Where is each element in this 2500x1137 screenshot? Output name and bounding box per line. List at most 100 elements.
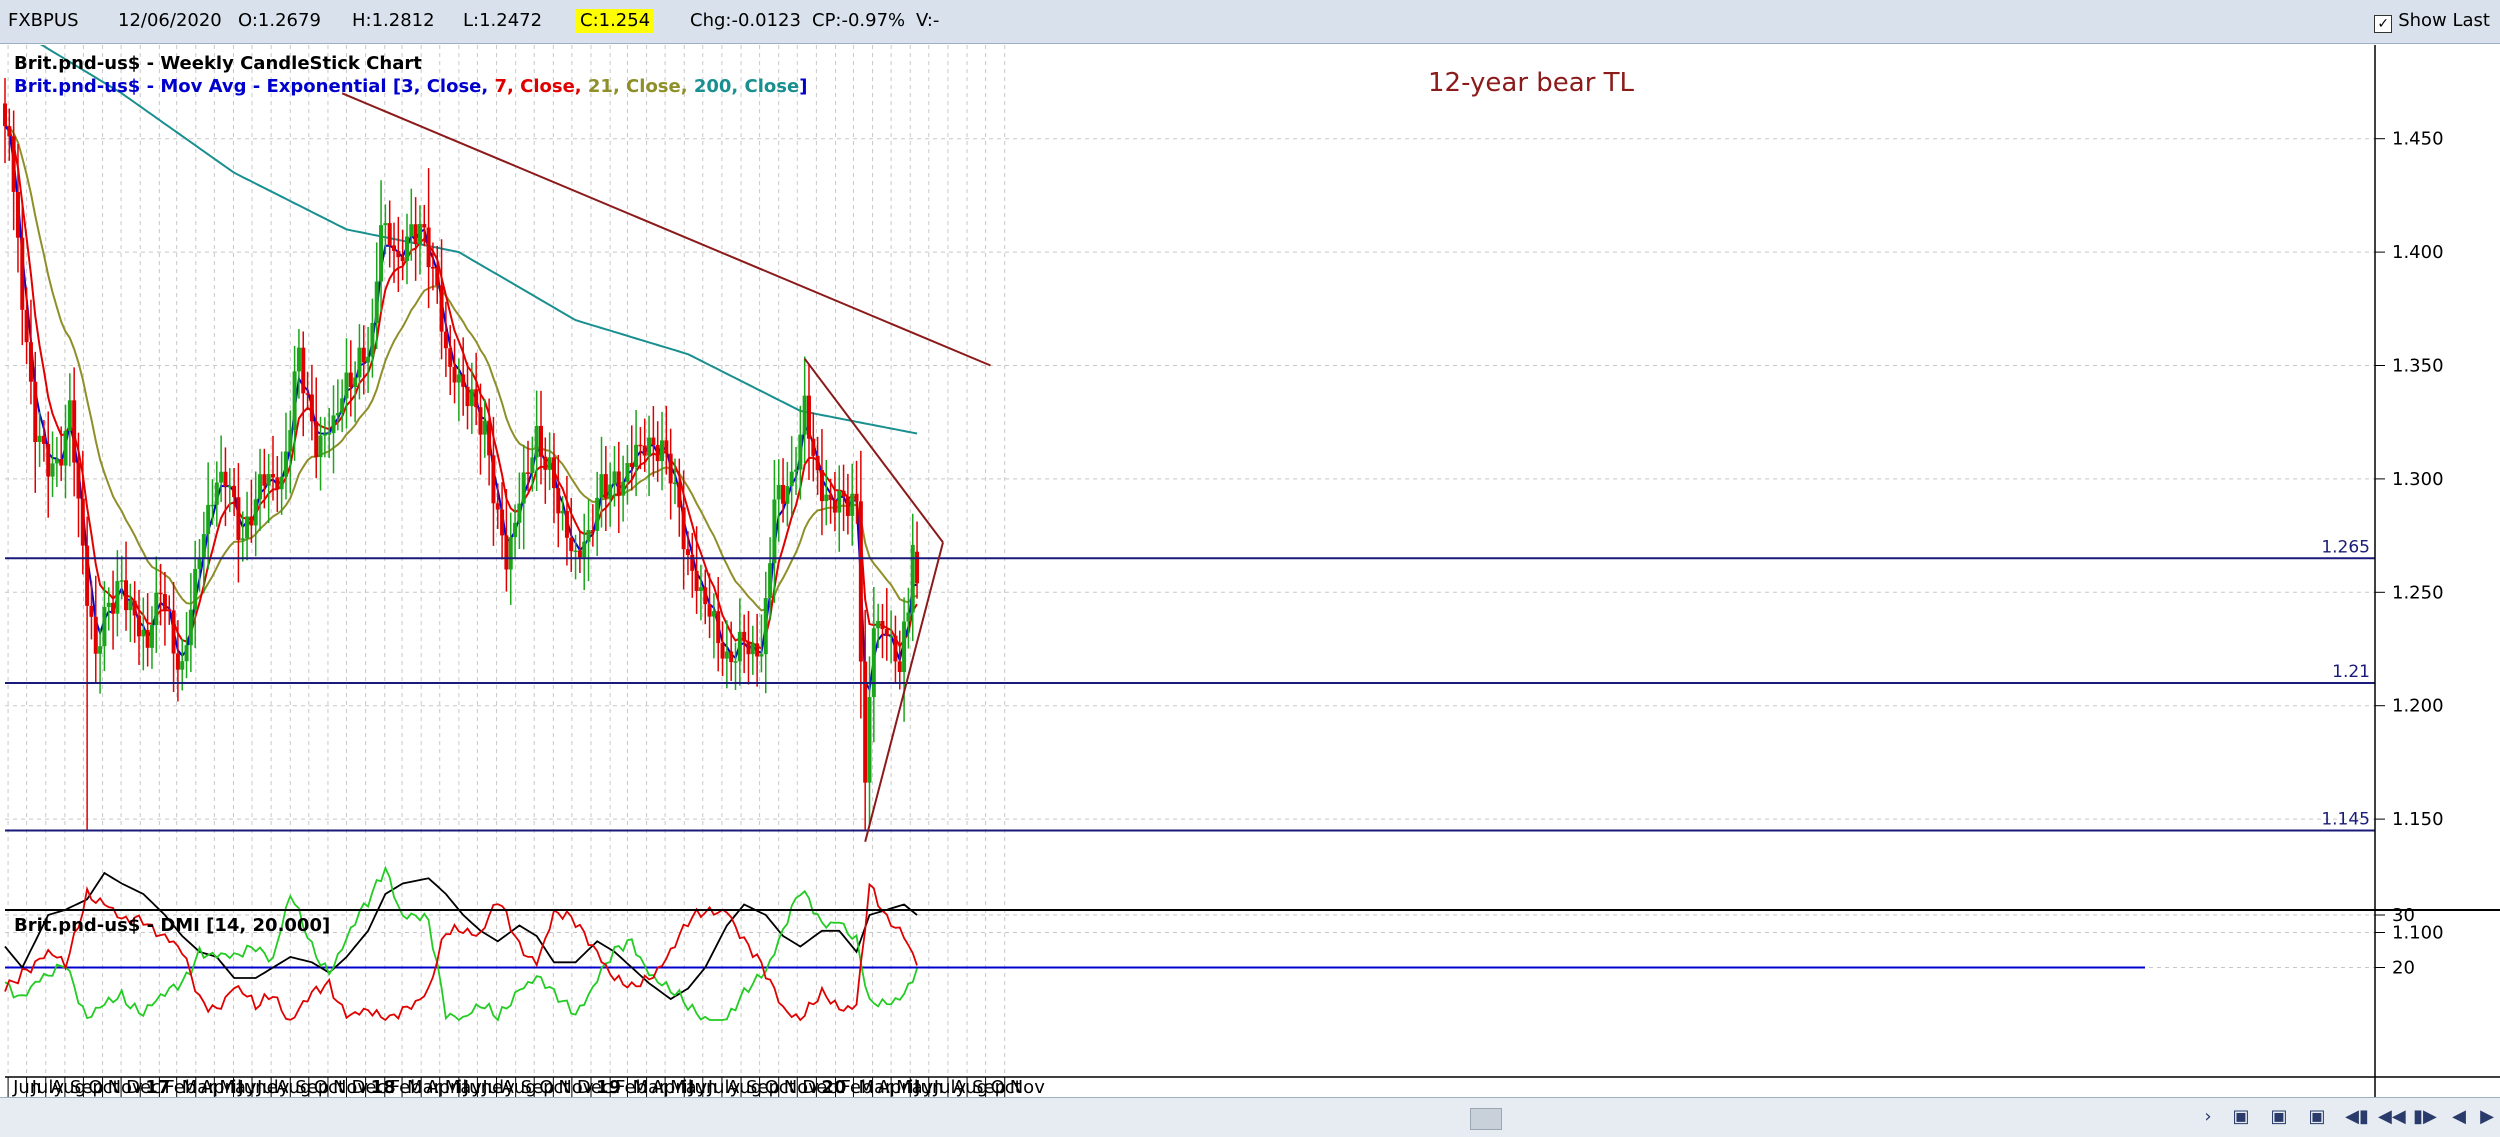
scroll-page-back-icon[interactable]: ◀◀ xyxy=(2378,1106,2406,1127)
candle xyxy=(124,541,129,631)
scroll-first-icon[interactable]: ◀▮ xyxy=(2345,1106,2369,1127)
x-tick-label: Dec xyxy=(351,1077,386,1097)
candle xyxy=(430,242,435,291)
candle-body xyxy=(664,440,669,454)
show-last-checkbox[interactable]: ✓ xyxy=(2374,15,2393,33)
candle-body xyxy=(469,389,474,407)
candle xyxy=(288,410,293,494)
candle-body xyxy=(452,366,457,383)
scroll-right-icon[interactable]: › xyxy=(2204,1106,2212,1127)
candle-body xyxy=(491,455,496,504)
candle xyxy=(495,483,500,529)
candle xyxy=(577,530,582,573)
candle-body xyxy=(7,126,12,137)
candle xyxy=(180,638,185,691)
candle-body xyxy=(590,530,595,532)
x-tick-label: 17 xyxy=(145,1077,170,1097)
show-last-toggle[interactable]: ✓ Show Last xyxy=(2374,9,2490,33)
candle xyxy=(461,337,466,416)
x-tick-label: Oct xyxy=(765,1077,796,1097)
candle xyxy=(266,453,271,524)
candle-body xyxy=(379,225,384,282)
candle-body xyxy=(513,522,518,538)
scroll-forward-icon[interactable]: ▶ xyxy=(2480,1106,2494,1127)
candle-body xyxy=(573,550,578,553)
candle xyxy=(573,534,578,580)
candle-body xyxy=(897,661,902,673)
candle xyxy=(681,470,686,590)
candle-body xyxy=(158,592,163,595)
candle xyxy=(374,242,379,349)
candle-body xyxy=(184,645,189,662)
candle xyxy=(279,451,284,515)
zoom-in-icon[interactable]: ▣ xyxy=(2232,1106,2250,1127)
candle-body xyxy=(80,498,85,546)
candle-body xyxy=(711,611,716,617)
candle xyxy=(353,361,358,423)
candle-body xyxy=(72,400,77,463)
x-tick-label: July xyxy=(31,1077,65,1097)
candle-body xyxy=(746,641,751,655)
x-tick-label: Oct xyxy=(314,1077,345,1097)
candle-body xyxy=(504,535,509,570)
candle xyxy=(340,379,345,433)
y-tick-label: 1.400 xyxy=(2392,242,2444,263)
candle-body xyxy=(660,440,665,462)
candle-body xyxy=(426,227,431,268)
candle xyxy=(551,433,556,524)
scrollbar-thumb[interactable] xyxy=(1470,1108,1502,1130)
scroll-back-icon[interactable]: ◀ xyxy=(2452,1106,2466,1127)
dmi-y-tick-label: 30 xyxy=(2392,905,2415,926)
candle-body xyxy=(781,484,786,504)
candle-body xyxy=(789,471,794,487)
candle-body xyxy=(694,570,699,592)
zoom-out-icon[interactable]: ▣ xyxy=(2270,1106,2288,1127)
candle-body xyxy=(206,504,211,535)
close-value: C:1.254 xyxy=(576,9,655,33)
candle-body xyxy=(759,654,764,657)
candle xyxy=(301,331,306,437)
candle xyxy=(331,385,336,474)
x-tick-label: 18 xyxy=(371,1077,396,1097)
candle-body xyxy=(296,347,301,372)
candle xyxy=(72,367,77,497)
candle xyxy=(491,416,496,546)
scrollbar-area[interactable]: › ▣ ▣ ▣ ◀▮ ◀◀ ▮▶ ◀ ▶ xyxy=(0,1097,2500,1137)
candle-body xyxy=(858,501,863,662)
candle xyxy=(24,287,29,365)
x-tick-label: Feb xyxy=(164,1077,196,1097)
candle-body xyxy=(435,267,440,286)
candle xyxy=(283,412,288,500)
candle-body xyxy=(167,609,172,611)
x-tick-label: Sep xyxy=(746,1077,780,1097)
candle-body xyxy=(828,494,833,500)
x-tick-label: Mar xyxy=(182,1077,217,1097)
candle xyxy=(171,581,176,692)
ma-legend-suffix: ] xyxy=(799,76,807,97)
candle-body xyxy=(11,136,16,192)
candle xyxy=(474,352,479,426)
candle-body xyxy=(430,267,435,269)
high-value: H:1.2812 xyxy=(352,10,435,31)
candle-body xyxy=(724,651,729,659)
ma-legend: Brit.pnd-us$ - Mov Avg - Exponential [3,… xyxy=(14,76,807,97)
chart-area[interactable]: 1.265 1.21 1.145 1.100 1.150 1.200 1.250 1.300… xyxy=(0,45,2500,1097)
candle xyxy=(387,200,392,268)
candle xyxy=(910,513,915,641)
candle-body xyxy=(815,455,820,471)
candle-body xyxy=(819,470,824,502)
candle-body xyxy=(119,580,124,582)
candle xyxy=(513,504,518,559)
x-tick-label: Aug xyxy=(727,1077,762,1097)
zoom-fit-icon[interactable]: ▣ xyxy=(2308,1106,2326,1127)
candle xyxy=(128,583,133,642)
candle-body xyxy=(145,629,150,648)
scroll-last-icon[interactable]: ▮▶ xyxy=(2413,1106,2437,1127)
x-tick-label: Aug xyxy=(276,1077,311,1097)
candle-body xyxy=(219,471,224,483)
x-tick-label: Nov xyxy=(333,1077,368,1097)
chart-background xyxy=(0,45,2500,1097)
candle-body xyxy=(776,484,781,500)
candle xyxy=(880,604,885,659)
candle xyxy=(685,531,690,576)
